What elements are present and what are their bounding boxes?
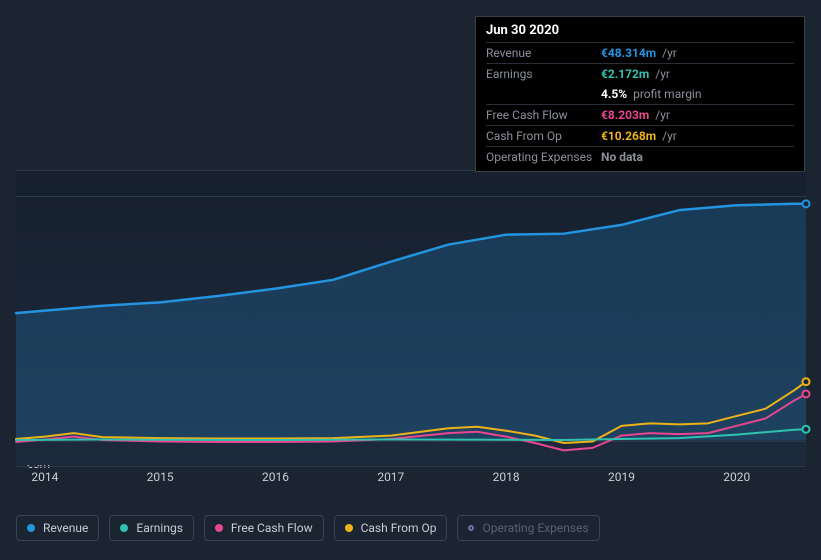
legend-label: Free Cash Flow — [231, 521, 313, 535]
tooltip-value: €10.268m /yr — [601, 129, 677, 143]
x-axis-label: 2020 — [723, 470, 750, 484]
tooltip-row: Free Cash Flow€8.203m /yr — [486, 104, 794, 125]
legend-marker — [215, 524, 223, 532]
tooltip-label: Free Cash Flow — [486, 108, 601, 122]
tooltip-value: €48.314m /yr — [601, 46, 677, 60]
tooltip-row: Cash From Op€10.268m /yr — [486, 125, 794, 146]
x-axis-label: 2016 — [262, 470, 289, 484]
x-axis-label: 2014 — [31, 470, 58, 484]
tooltip-label: Operating Expenses — [486, 150, 601, 164]
legend-item-earnings[interactable]: Earnings — [109, 515, 194, 541]
series-area-revenue — [16, 204, 806, 441]
tooltip-row: Revenue€48.314m /yr — [486, 42, 794, 63]
tooltip-row: 4.5% profit margin — [486, 84, 794, 104]
legend-item-free-cash-flow[interactable]: Free Cash Flow — [204, 515, 324, 541]
tooltip-date: Jun 30 2020 — [486, 23, 794, 42]
tooltip-value: No data — [601, 150, 643, 164]
series-endpoint — [803, 378, 810, 385]
x-axis: 2014 2015 2016 2017 2018 2019 2020 — [16, 470, 806, 490]
series-endpoint — [803, 390, 810, 397]
tooltip-label: Revenue — [486, 46, 601, 60]
series-endpoint — [803, 200, 810, 207]
legend-item-revenue[interactable]: Revenue — [16, 515, 99, 541]
tooltip-row: Operating ExpensesNo data — [486, 146, 794, 167]
tooltip-label: Cash From Op — [486, 129, 601, 143]
financials-chart[interactable]: €50m€0-€5m 2014201520162017201820192020 — [0, 150, 821, 500]
chart-plot-area[interactable] — [16, 170, 806, 465]
tooltip-value: €8.203m /yr — [601, 108, 670, 122]
legend-marker — [27, 524, 35, 532]
tooltip-label: Earnings — [486, 67, 601, 81]
tooltip-value: €2.172m /yr — [601, 67, 670, 81]
x-axis-label: 2018 — [493, 470, 520, 484]
legend-marker — [468, 525, 474, 531]
legend-label: Cash From Op — [361, 521, 437, 535]
legend-marker — [345, 524, 353, 532]
chart-legend: Revenue Earnings Free Cash Flow Cash From O… — [16, 515, 600, 541]
tooltip-value: 4.5% profit margin — [601, 87, 701, 101]
tooltip-label — [486, 87, 601, 101]
x-axis-label: 2017 — [377, 470, 404, 484]
x-axis-label: 2019 — [608, 470, 635, 484]
legend-label: Revenue — [43, 521, 88, 535]
chart-tooltip: Jun 30 2020 Revenue€48.314m /yrEarnings€… — [475, 16, 805, 172]
tooltip-row: Earnings€2.172m /yr — [486, 63, 794, 84]
legend-item-cash-from-op[interactable]: Cash From Op — [334, 515, 448, 541]
x-axis-label: 2015 — [147, 470, 174, 484]
legend-item-operating-expenses[interactable]: Operating Expenses — [457, 515, 599, 541]
legend-label: Earnings — [136, 521, 183, 535]
legend-label: Operating Expenses — [482, 521, 588, 535]
legend-marker — [120, 524, 128, 532]
series-endpoint — [803, 426, 810, 433]
grid-line — [16, 466, 806, 467]
